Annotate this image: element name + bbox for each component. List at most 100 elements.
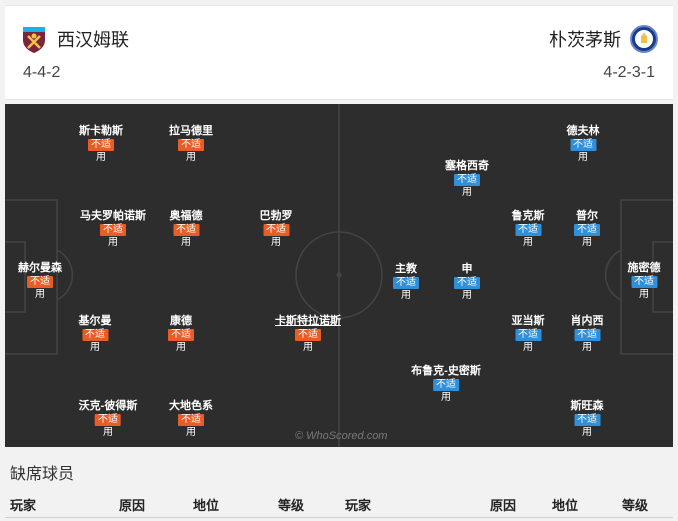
away-player[interactable]: 普尔 不适 用: [574, 209, 600, 249]
player-name: 奥福德: [169, 210, 203, 222]
home-player[interactable]: 康德 不适 用: [168, 314, 194, 354]
portsmouth-crest-icon: [630, 25, 658, 53]
status-badge: 不适: [515, 329, 541, 341]
player-name: 施密德: [627, 262, 661, 274]
home-player[interactable]: 卡斯特拉诺斯 不适 用: [275, 314, 341, 354]
player-name: 大地色系: [169, 400, 213, 412]
home-team[interactable]: 西汉姆联: [19, 24, 129, 54]
player-name: 亚当斯: [511, 315, 545, 327]
status-badge: 不适: [574, 329, 600, 341]
status-suffix: 用: [462, 290, 472, 301]
player-name: 肖内西: [570, 315, 604, 327]
col-player-away[interactable]: 玩家: [345, 498, 372, 513]
col-reason-away[interactable]: 原因: [490, 498, 517, 513]
player-name: 斯旺森: [570, 400, 604, 412]
status-suffix: 用: [401, 290, 411, 301]
away-formation: 4-2-3-1: [603, 64, 655, 81]
player-name: 德夫林: [566, 125, 600, 137]
status-badge: 不适: [100, 224, 126, 236]
player-name: 赫尔曼森: [18, 262, 62, 274]
home-player[interactable]: 基尔曼 不适 用: [79, 314, 112, 354]
status-suffix: 用: [102, 427, 113, 438]
player-name: 巴勃罗: [259, 210, 293, 222]
status-badge: 不适: [82, 329, 108, 341]
home-player[interactable]: 奥福德 不适 用: [170, 209, 203, 249]
away-team[interactable]: 朴茨茅斯: [549, 24, 659, 54]
col-status-home[interactable]: 地位: [193, 498, 220, 513]
status-suffix: 用: [639, 289, 649, 300]
home-player[interactable]: 拉马德里 不适 用: [169, 124, 213, 164]
status-badge: 不适: [178, 139, 204, 151]
col-rating-away[interactable]: 等级: [622, 498, 649, 513]
status-suffix: 用: [90, 342, 100, 353]
away-player[interactable]: 斯旺森 不适 用: [571, 399, 604, 439]
status-badge: 不适: [432, 379, 459, 391]
missing-players-section: 缺席球员 玩家 原因 地位 等级 玩家 原因 地位 等级: [0, 447, 678, 521]
status-badge: 不适: [295, 329, 321, 341]
player-name: 拉马德里: [169, 125, 213, 137]
status-suffix: 用: [578, 152, 588, 163]
status-badge: 不适: [27, 276, 53, 288]
status-badge: 不适: [574, 224, 600, 236]
home-player[interactable]: 赫尔曼森 不适 用: [18, 261, 62, 301]
status-badge: 不适: [173, 224, 199, 236]
status-suffix: 用: [186, 152, 196, 163]
away-player[interactable]: 主教 不适 用: [393, 262, 419, 302]
player-name: 普尔: [576, 210, 598, 222]
divider: [5, 517, 673, 518]
watermark: © WhoScored.com: [295, 430, 388, 442]
status-badge: 不适: [454, 277, 480, 289]
player-name: 基尔曼: [78, 315, 112, 327]
col-player-home[interactable]: 玩家: [10, 498, 37, 513]
away-team-name: 朴茨茅斯: [549, 30, 621, 50]
player-name: 布鲁克-史密斯: [411, 365, 481, 377]
player-name: 马夫罗帕诺斯: [80, 210, 146, 222]
home-player[interactable]: 大地色系 不适 用: [169, 399, 213, 439]
status-suffix: 用: [108, 237, 118, 248]
player-name: 康德: [170, 315, 192, 327]
status-badge: 不适: [393, 277, 419, 289]
status-suffix: 用: [96, 152, 106, 163]
player-name: 主教: [395, 263, 417, 275]
player-name: 申: [461, 263, 473, 275]
home-player[interactable]: 巴勃罗 不适 用: [260, 209, 293, 249]
away-player[interactable]: 德夫林 不适 用: [567, 124, 600, 164]
status-suffix: 用: [582, 237, 592, 248]
status-badge: 不适: [454, 174, 480, 186]
away-player[interactable]: 肖内西 不适 用: [571, 314, 604, 354]
away-player[interactable]: 亚当斯 不适 用: [512, 314, 545, 354]
status-suffix: 用: [186, 427, 196, 438]
player-name: 卡斯特拉诺斯: [275, 315, 341, 327]
status-suffix: 用: [35, 289, 45, 300]
player-name: 塞格西奇: [445, 160, 489, 172]
status-badge: 不适: [631, 276, 657, 288]
home-player[interactable]: 斯卡勒斯 不适 用: [79, 124, 123, 164]
away-player[interactable]: 布鲁克-史密斯 不适 用: [411, 364, 481, 404]
status-suffix: 用: [462, 187, 472, 198]
away-player[interactable]: 塞格西奇 不适 用: [445, 159, 489, 199]
status-badge: 不适: [178, 414, 204, 426]
pitch: 赫尔曼森 不适 用 斯卡勒斯 不适 用 马夫罗帕诺斯 不适 用 基尔曼 不适 用…: [5, 104, 673, 447]
status-badge: 不适: [515, 224, 541, 236]
home-player[interactable]: 马夫罗帕诺斯 不适 用: [80, 209, 146, 249]
away-player[interactable]: 申 不适 用: [454, 262, 480, 302]
col-rating-home[interactable]: 等级: [278, 498, 305, 513]
status-suffix: 用: [582, 427, 592, 438]
away-player[interactable]: 施密德 不适 用: [628, 261, 661, 301]
west-ham-crest-icon: [23, 27, 45, 53]
col-reason-home[interactable]: 原因: [119, 498, 146, 513]
match-header: 西汉姆联 4-4-2 朴茨茅斯 4-2-3-1: [5, 5, 673, 100]
player-name: 斯卡勒斯: [79, 125, 123, 137]
home-player[interactable]: 沃克-彼得斯 不适 用: [79, 399, 138, 439]
away-player[interactable]: 鲁克斯 不适 用: [512, 209, 545, 249]
status-suffix: 用: [440, 392, 451, 403]
status-badge: 不适: [88, 139, 114, 151]
home-team-name: 西汉姆联: [57, 30, 129, 50]
player-name: 沃克-彼得斯: [78, 400, 138, 412]
status-badge: 不适: [570, 139, 596, 151]
status-badge: 不适: [574, 414, 600, 426]
home-formation: 4-4-2: [23, 64, 61, 81]
status-suffix: 用: [271, 237, 281, 248]
col-status-away[interactable]: 地位: [552, 498, 579, 513]
missing-players-title: 缺席球员: [10, 466, 75, 483]
